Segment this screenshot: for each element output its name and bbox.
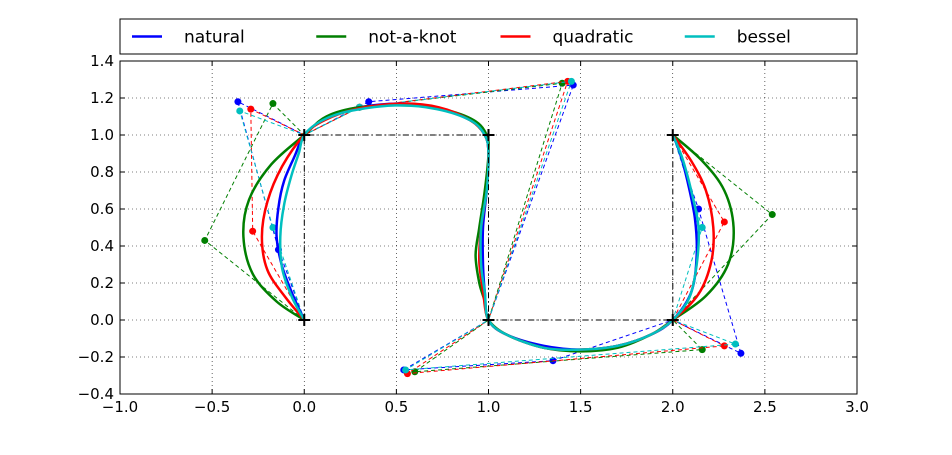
legend-entry-bessel: bessel bbox=[684, 28, 791, 48]
y-tick-label: 1.0 bbox=[90, 126, 114, 144]
x-tick-label: 3.0 bbox=[845, 398, 869, 416]
legend-label-natural: natural bbox=[184, 28, 245, 48]
legend-label-not-a-knot: not-a-knot bbox=[368, 28, 457, 48]
control-polygon-bessel bbox=[239, 80, 736, 371]
data-point-marker bbox=[298, 314, 311, 326]
legend-entry-quadratic: quadratic bbox=[500, 28, 634, 48]
y-tick-label: 0.0 bbox=[90, 311, 114, 329]
data-point-marker bbox=[482, 129, 495, 141]
legend-entry-not-a-knot: not-a-knot bbox=[316, 28, 457, 48]
y-tick-label: 0.8 bbox=[90, 163, 114, 181]
x-tick-label: 2.0 bbox=[661, 398, 685, 416]
data-points-line bbox=[303, 134, 674, 321]
x-tick-label: 1.5 bbox=[569, 398, 593, 416]
control-point-bessel bbox=[731, 340, 739, 348]
legend-box bbox=[119, 18, 858, 55]
data-points-layer bbox=[298, 129, 679, 326]
control-point-bessel bbox=[567, 77, 575, 85]
y-tick-label: 0.4 bbox=[90, 237, 114, 255]
control-polygon-not-a-knot bbox=[204, 82, 773, 373]
control-point-bessel bbox=[402, 366, 410, 374]
x-tick-label: 1.0 bbox=[477, 398, 501, 416]
x-tick-label: −0.5 bbox=[194, 398, 230, 416]
x-tick-label: 2.5 bbox=[753, 398, 777, 416]
x-tick-label: 0.0 bbox=[292, 398, 316, 416]
control-polygon-quadratic bbox=[250, 80, 727, 375]
legend-entry-natural: natural bbox=[132, 28, 245, 48]
control-point-quadratic bbox=[720, 218, 728, 226]
data-point-marker bbox=[666, 129, 679, 141]
control-point-quadratic bbox=[249, 227, 257, 235]
spline-curve-not-a-knot bbox=[242, 104, 735, 353]
y-tick-label: 1.2 bbox=[90, 89, 114, 107]
axis-ticks bbox=[119, 60, 858, 395]
control-point-quadratic bbox=[247, 105, 255, 113]
y-tick-label: 0.2 bbox=[90, 274, 114, 292]
control-point-bessel bbox=[698, 224, 706, 231]
control-point-not-a-knot bbox=[201, 236, 209, 244]
control-point-natural bbox=[365, 98, 373, 106]
x-tick-label: 0.5 bbox=[384, 398, 408, 416]
legend: natural not-a-knot quadratic bessel bbox=[119, 18, 858, 55]
data-layer bbox=[201, 77, 776, 378]
x-tick-label: −1.0 bbox=[102, 398, 138, 416]
control-point-not-a-knot bbox=[768, 211, 776, 219]
data-point-marker bbox=[666, 314, 679, 326]
y-tick-label: 0.6 bbox=[90, 200, 114, 218]
data-point-marker bbox=[482, 314, 495, 326]
y-tick-label: 1.4 bbox=[90, 52, 114, 70]
control-point-natural bbox=[737, 349, 745, 357]
control-point-natural bbox=[234, 98, 242, 106]
spline-curves bbox=[242, 102, 735, 353]
control-point-bessel bbox=[269, 224, 277, 231]
control-polygons bbox=[201, 77, 776, 378]
x-tick-labels: −1.0 −0.5 0.0 0.5 1.0 1.5 2.0 2.5 3.0 bbox=[102, 398, 869, 416]
data-point-marker bbox=[298, 129, 311, 141]
control-point-not-a-knot bbox=[269, 100, 277, 108]
y-tick-label: −0.4 bbox=[78, 385, 114, 403]
legend-label-quadratic: quadratic bbox=[553, 28, 634, 48]
control-point-not-a-knot bbox=[558, 79, 566, 87]
legend-label-bessel: bessel bbox=[737, 28, 791, 48]
spline-curve-bessel bbox=[278, 104, 701, 352]
y-tick-labels: −0.4 −0.2 0.0 0.2 0.4 0.6 0.8 1.0 1.2 1.4 bbox=[78, 52, 114, 403]
control-point-quadratic bbox=[720, 342, 728, 350]
y-tick-label: −0.2 bbox=[78, 348, 114, 366]
control-point-bessel bbox=[236, 107, 244, 115]
